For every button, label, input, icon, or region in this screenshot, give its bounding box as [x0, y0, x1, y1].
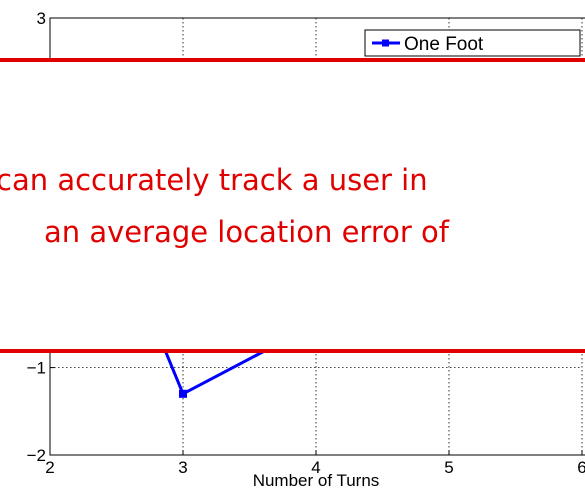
y-tick-label: −1	[27, 359, 46, 378]
x-axis-label: Number of Turns	[253, 471, 380, 490]
y-tick-label: −2	[27, 446, 46, 465]
x-tick-label: 3	[178, 458, 187, 477]
legend-marker	[382, 39, 389, 47]
legend-label: One Foot	[404, 34, 484, 55]
overlay-text: an average location error of	[44, 215, 450, 249]
overlay-box	[0, 60, 585, 352]
overlay-text: can accurately track a user in	[0, 163, 428, 197]
y-tick-label: 3	[37, 9, 46, 28]
x-tick-label: 2	[45, 458, 54, 477]
x-tick-label: 5	[444, 458, 453, 477]
x-tick-label: 6	[577, 458, 585, 477]
legend-box	[364, 29, 581, 57]
marker	[179, 389, 187, 398]
x-tick-label: 4	[311, 458, 320, 477]
